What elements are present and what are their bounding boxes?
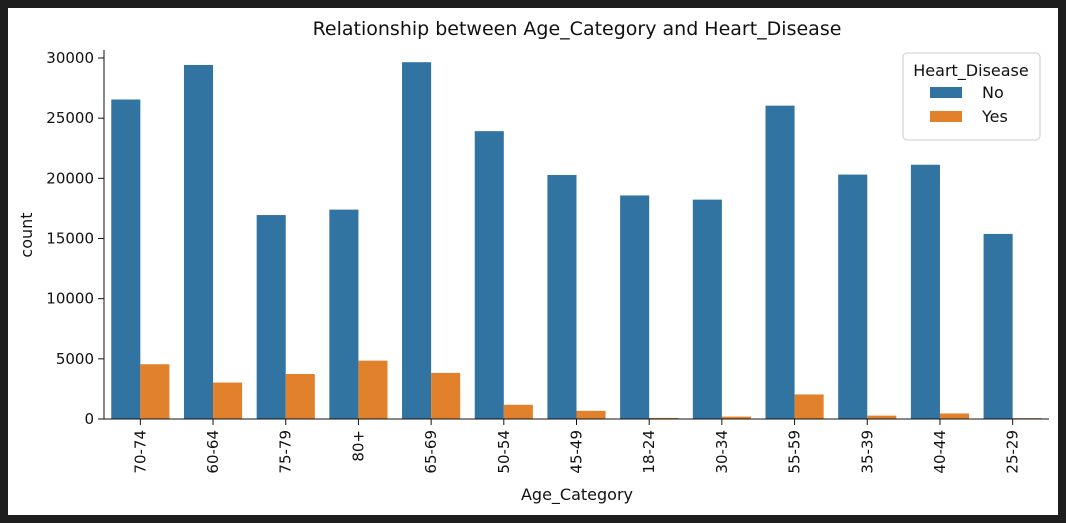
- chart-frame: Relationship between Age_Category and He…: [8, 8, 1058, 515]
- bar-no-18-24: [620, 195, 650, 419]
- legend-label-no: No: [982, 83, 1004, 102]
- bar-yes-30-34: [721, 416, 751, 419]
- y-tick-label: 0: [84, 410, 94, 428]
- bar-yes-70-74: [140, 364, 170, 419]
- bar-no-65-69: [402, 62, 432, 420]
- x-tick-label: 70-74: [131, 430, 149, 474]
- bar-no-35-39: [838, 174, 868, 419]
- legend-label-yes: Yes: [981, 107, 1008, 126]
- y-tick-label: 25000: [46, 109, 94, 127]
- x-tick-label: 55-59: [786, 430, 804, 474]
- x-axis-label: Age_Category: [521, 485, 633, 505]
- x-tick-label: 18-24: [640, 430, 658, 474]
- legend-title: Heart_Disease: [913, 61, 1028, 81]
- bar-yes-18-24: [649, 417, 679, 419]
- bars: [111, 62, 1042, 420]
- bar-no-50-54: [474, 131, 504, 419]
- x-tick-label: 35-39: [858, 430, 876, 474]
- legend-swatch-yes: [930, 111, 962, 122]
- y-tick-label: 30000: [46, 49, 94, 67]
- x-axis-ticks: 70-74 60-64 75-79 80+ 65-69 50-54 45-49 18-24 30…: [131, 419, 1022, 474]
- legend-swatch-no: [930, 87, 962, 98]
- bar-yes-65-69: [431, 372, 461, 419]
- y-tick-label: 20000: [46, 169, 94, 187]
- y-axis-ticks: 0 5000 10000 15000 20000 25000 30000: [46, 49, 104, 428]
- y-tick-label: 15000: [46, 230, 94, 248]
- bar-yes-55-59: [794, 394, 824, 419]
- bar-no-75-79: [256, 215, 286, 419]
- x-tick-label: 65-69: [422, 430, 440, 474]
- x-tick-label: 45-49: [568, 430, 586, 474]
- bar-no-70-74: [111, 99, 141, 419]
- bar-yes-35-39: [867, 415, 897, 419]
- bar-no-40-44: [910, 164, 940, 419]
- chart-title: Relationship between Age_Category and He…: [313, 18, 842, 40]
- x-tick-label: 60-64: [204, 430, 222, 474]
- y-tick-label: 10000: [46, 290, 94, 308]
- x-tick-label: 80+: [349, 430, 367, 462]
- bar-no-60-64: [183, 64, 214, 420]
- y-axis-label: count: [17, 212, 36, 257]
- bar-yes-75-79: [285, 374, 315, 419]
- bar-yes-45-49: [576, 410, 606, 419]
- x-tick-label: 30-34: [713, 430, 731, 474]
- bar-yes-40-44: [939, 413, 970, 419]
- bar-no-55-59: [765, 105, 795, 420]
- bar-no-30-34: [692, 199, 722, 419]
- bar-no-45-49: [547, 174, 577, 419]
- bar-no-25-29: [983, 233, 1013, 419]
- x-tick-label: 75-79: [277, 430, 295, 474]
- y-tick-label: 5000: [56, 350, 94, 368]
- bar-yes-80+: [358, 360, 388, 419]
- x-tick-label: 50-54: [495, 430, 513, 474]
- bar-yes-60-64: [213, 382, 243, 419]
- x-tick-label: 25-29: [1004, 430, 1022, 474]
- x-tick-label: 40-44: [931, 430, 949, 474]
- bar-yes-50-54: [503, 404, 533, 419]
- legend: Heart_Disease No Yes: [902, 52, 1041, 141]
- bar-chart: Relationship between Age_Category and He…: [17, 18, 1049, 505]
- bar-no-80+: [329, 209, 359, 419]
